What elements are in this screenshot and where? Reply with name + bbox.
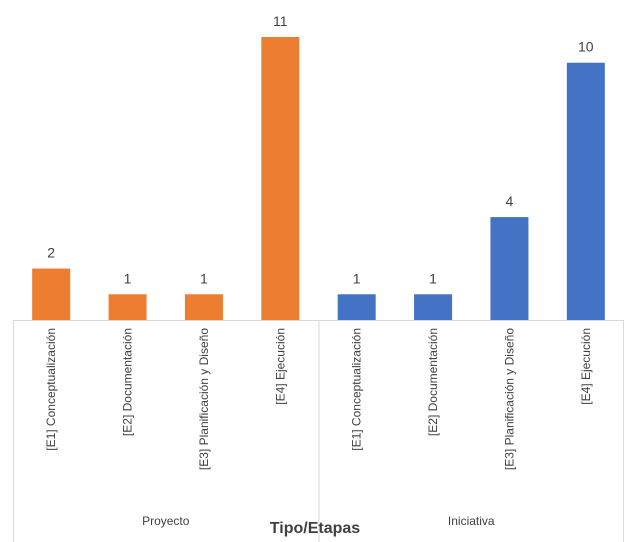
tick-label: [E1] Conceptualización [44, 328, 58, 451]
data-label: 2 [47, 245, 55, 261]
tick-label: [E2] Documentación [426, 328, 440, 436]
data-label: 1 [353, 270, 361, 286]
group-label: Proyecto [142, 514, 190, 528]
data-label: 10 [578, 39, 594, 55]
bar [184, 294, 223, 320]
data-label: 11 [273, 13, 288, 29]
data-label: 4 [506, 193, 514, 209]
bar [414, 294, 453, 320]
bar [490, 217, 529, 320]
bar [108, 294, 147, 320]
bar [337, 294, 376, 320]
data-label: 1 [124, 270, 132, 286]
category-axis: [E1] Conceptualización [E2] Documentación… [13, 320, 624, 542]
bar [261, 37, 300, 320]
tick-label: [E3] Planificación y Diseño [197, 328, 211, 470]
data-label: 1 [200, 270, 208, 286]
tick-label: [E3] Planificación y Diseño [502, 328, 516, 470]
group-label: Iniciativa [448, 514, 495, 528]
bar [566, 62, 605, 321]
bar [32, 268, 71, 320]
x-axis-title: Tipo/Etapas [270, 520, 360, 537]
bars-layer [32, 37, 605, 321]
tick-label: [E4] Ejecución [579, 328, 593, 405]
tick-label: [E4] Ejecución [273, 328, 287, 405]
tick-label: [E2] Documentación [121, 328, 135, 436]
tick-label: [E1] Conceptualización [350, 328, 364, 451]
data-label: 1 [429, 270, 437, 286]
